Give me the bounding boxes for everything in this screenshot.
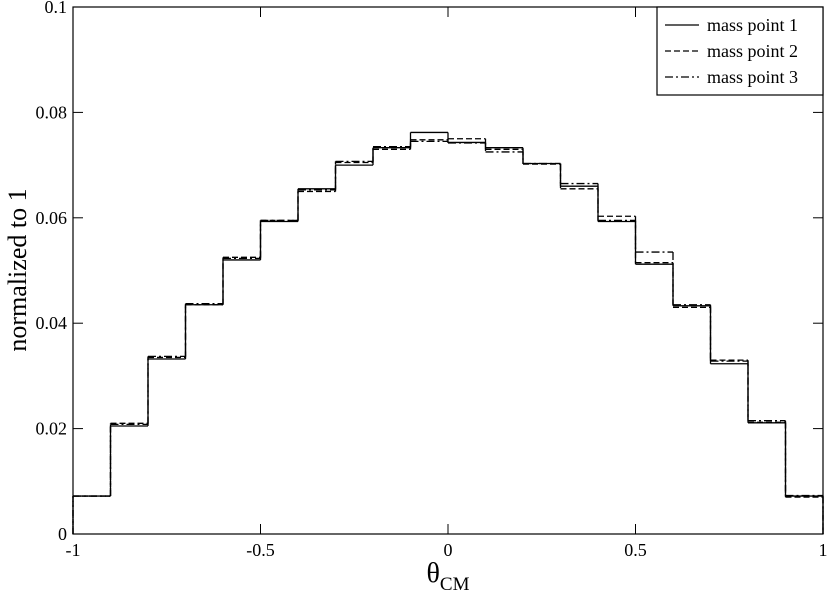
- y-axis-label: normalized to 1: [3, 188, 32, 351]
- x-tick-label: 0.5: [624, 540, 647, 560]
- x-axis-label-main: θ: [427, 558, 440, 589]
- y-tick-label: 0: [58, 524, 67, 544]
- x-tick-label: 1: [819, 540, 828, 560]
- y-tick-label: 0.02: [36, 419, 68, 439]
- legend-label: mass point 1: [707, 15, 798, 35]
- x-axis-label-sub: CM: [440, 574, 470, 595]
- x-tick-label: -1: [66, 540, 81, 560]
- x-tick-label: 0: [444, 540, 453, 560]
- x-tick-label: -0.5: [246, 540, 275, 560]
- y-tick-label: 0.06: [36, 208, 68, 228]
- y-tick-label: 0.04: [36, 313, 68, 333]
- x-axis-label: θCM: [427, 558, 470, 595]
- y-tick-label: 0.1: [45, 0, 68, 17]
- legend-label: mass point 3: [707, 67, 798, 87]
- legend-label: mass point 2: [707, 41, 798, 61]
- y-tick-label: 0.08: [36, 102, 68, 122]
